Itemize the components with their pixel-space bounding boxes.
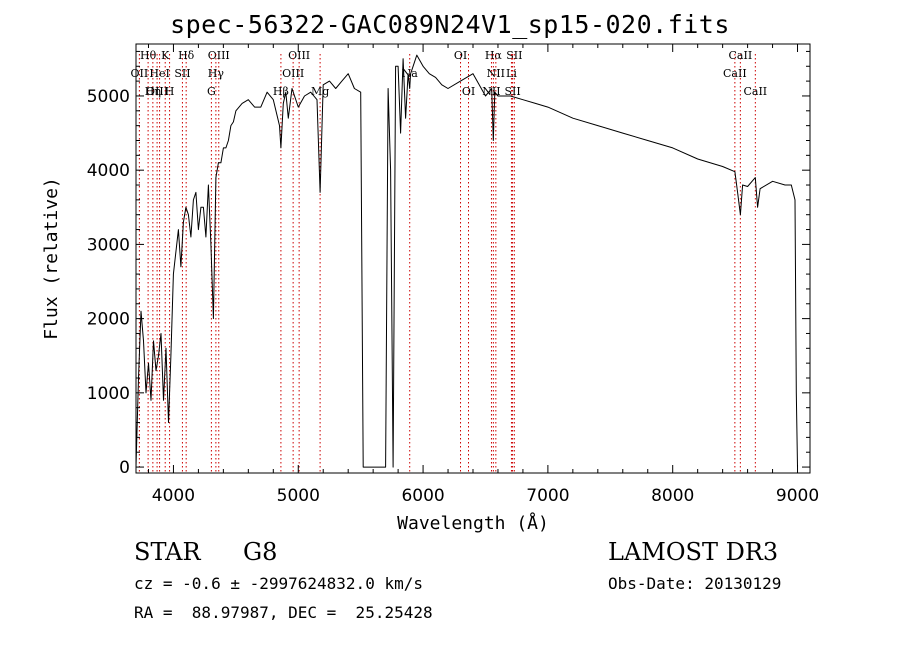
x-tick-label-4: 8000 — [651, 486, 694, 506]
marker-label-20: SII — [506, 49, 522, 62]
marker-label-3: K — [161, 49, 170, 62]
x-tick-label-2: 6000 — [401, 486, 444, 506]
marker-label-21: NII — [487, 67, 505, 80]
y-tick-label-5: 5000 — [87, 87, 130, 107]
x-tick-label-1: 5000 — [277, 486, 320, 506]
spectrum-line — [135, 54, 798, 468]
chart-title: spec-56322-GAC089N24V1_sp15-020.fits — [170, 10, 730, 39]
plot-frame — [135, 43, 811, 474]
redshift-line: cz = -0.6 ± -2997624832.0 km/s — [134, 574, 423, 593]
marker-label-6: SII — [174, 67, 190, 80]
marker-label-8: Hδ — [178, 49, 195, 62]
y-tick-label-0: 0 — [119, 458, 130, 478]
marker-label-22: Li — [506, 67, 517, 80]
obs-date: Obs-Date: 20130129 — [608, 574, 782, 593]
object-subclass: G8 — [243, 538, 278, 566]
marker-label-15: Mg — [311, 85, 329, 98]
survey-name: LAMOST DR3 — [608, 538, 779, 566]
marker-label-24: SII — [504, 85, 520, 98]
x-axis-label: Wavelength (Å) — [397, 512, 549, 534]
marker-label-17: OI — [454, 49, 467, 62]
marker-label-11: G — [207, 85, 216, 98]
marker-label-16: Na — [402, 67, 419, 80]
axis-labels: Wavelength (Å) Flux (relative) — [41, 177, 549, 534]
marker-label-25: CaII — [729, 49, 753, 62]
x-tick-label-5: 9000 — [776, 486, 819, 506]
marker-label-13: OIII — [282, 67, 304, 80]
marker-label-2: OIII — [146, 85, 168, 98]
spectrum-series — [135, 54, 798, 468]
y-tick-label-3: 3000 — [87, 235, 130, 255]
marker-label-9: OIII — [208, 49, 230, 62]
marker-label-26: CaII — [723, 67, 747, 80]
marker-label-19: Hα — [485, 49, 503, 62]
axis-ticks: 4000 5000 6000 7000 8000 9000 0 1000 2000 3000 400… — [87, 44, 819, 506]
marker-label-27: CaII — [743, 85, 767, 98]
y-tick-label-2: 2000 — [87, 310, 130, 330]
y-tick-label-1: 1000 — [87, 384, 130, 404]
marker-label-4: HeI — [149, 67, 169, 80]
x-tick-label-0: 4000 — [152, 486, 195, 506]
marker-label-0: Hθ — [140, 49, 157, 62]
y-tick-label-4: 4000 — [87, 161, 130, 181]
y-axis-label: Flux (relative) — [41, 177, 62, 340]
object-class: STAR — [134, 538, 201, 566]
marker-label-7: H — [165, 85, 175, 98]
marker-label-12: OIII — [288, 49, 310, 62]
marker-label-1: OII — [131, 67, 149, 80]
ra-dec-line: RA = 88.97987, DEC = 25.25428 — [134, 603, 433, 622]
marker-label-10: Hγ — [208, 67, 225, 80]
x-tick-label-3: 7000 — [526, 486, 569, 506]
marker-label-18: OI — [462, 85, 475, 98]
marker-label-5: Hη — [145, 85, 161, 98]
